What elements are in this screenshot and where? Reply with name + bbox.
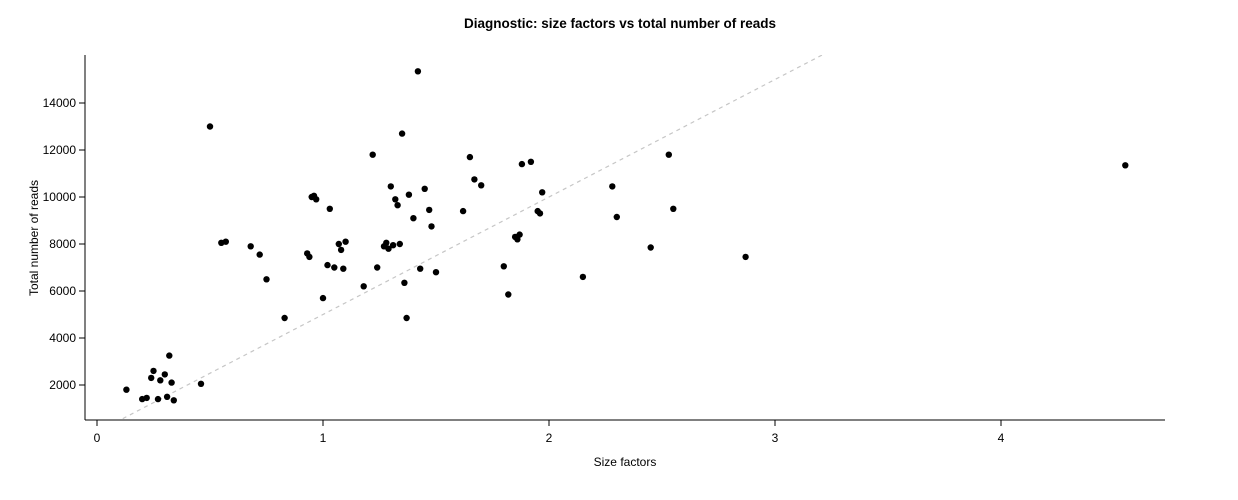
data-point — [326, 205, 333, 212]
data-point — [539, 189, 546, 196]
data-point — [342, 238, 349, 245]
data-point — [421, 185, 428, 192]
data-point — [331, 264, 338, 271]
data-point — [168, 379, 175, 386]
data-point — [647, 244, 654, 251]
data-point — [414, 68, 422, 75]
data-point — [389, 242, 397, 249]
data-point — [369, 151, 376, 158]
data-points — [123, 68, 1129, 404]
data-point — [398, 130, 406, 137]
y-tick-label: 10000 — [43, 190, 77, 204]
chart-title: Diagnostic: size factors vs total number… — [464, 16, 776, 31]
data-point — [536, 210, 544, 217]
data-point — [340, 265, 347, 272]
data-point — [410, 215, 417, 222]
y-axis-ticks: 2000 4000 6000 8000 10000 12000 14000 — [43, 96, 85, 392]
data-point — [432, 269, 440, 276]
data-point — [670, 205, 677, 212]
data-point — [150, 367, 157, 375]
y-tick-label: 8000 — [49, 237, 76, 251]
data-point — [222, 238, 229, 245]
data-point — [392, 196, 399, 203]
data-point — [313, 196, 320, 203]
data-point — [383, 239, 390, 246]
data-point — [387, 183, 394, 190]
data-point — [426, 206, 433, 214]
data-point — [170, 397, 177, 404]
data-point — [360, 283, 367, 290]
x-tick-label: 1 — [320, 431, 327, 445]
y-tick-label: 4000 — [49, 331, 76, 345]
data-point — [500, 263, 507, 270]
reference-line — [118, 55, 824, 420]
data-point — [166, 352, 173, 359]
data-point — [163, 393, 171, 400]
y-axis-label: Total number of reads — [27, 180, 41, 296]
data-point — [417, 265, 424, 272]
data-point — [374, 264, 381, 271]
data-point — [665, 151, 672, 158]
data-point — [256, 251, 263, 258]
data-point — [518, 160, 526, 168]
data-point — [161, 371, 168, 378]
data-point — [403, 314, 410, 322]
data-point — [157, 377, 164, 384]
data-point — [428, 223, 435, 230]
data-point — [394, 202, 401, 209]
data-point — [466, 153, 474, 161]
data-point — [281, 314, 288, 322]
data-point — [263, 276, 270, 283]
x-tick-label: 3 — [772, 431, 779, 445]
data-point — [148, 374, 155, 382]
data-point — [505, 291, 512, 298]
data-point — [143, 394, 150, 402]
y-tick-label: 2000 — [49, 378, 76, 392]
data-point — [337, 246, 345, 254]
data-point — [613, 213, 620, 221]
data-point — [396, 240, 403, 248]
y-tick-label: 12000 — [43, 143, 77, 157]
data-point — [123, 386, 130, 393]
data-point — [459, 207, 467, 215]
data-point — [478, 182, 485, 189]
data-point — [319, 294, 327, 302]
data-point — [324, 261, 331, 269]
data-point — [154, 395, 162, 403]
data-point — [527, 158, 535, 165]
x-tick-label: 4 — [998, 431, 1005, 445]
data-point — [579, 273, 587, 281]
data-point — [401, 279, 408, 286]
x-axis-ticks: 0 1 2 3 4 — [94, 420, 1005, 445]
data-point — [247, 243, 254, 250]
x-tick-label: 2 — [546, 431, 553, 445]
data-point — [516, 231, 523, 238]
data-point — [197, 380, 205, 387]
data-point — [206, 123, 214, 130]
data-point — [609, 183, 616, 190]
data-point — [742, 253, 749, 261]
y-tick-label: 6000 — [49, 284, 76, 298]
data-point — [405, 191, 413, 198]
data-point — [306, 253, 313, 261]
y-tick-label: 14000 — [43, 96, 77, 110]
x-tick-label: 0 — [94, 431, 101, 445]
x-axis-label: Size factors — [594, 455, 657, 469]
data-point — [1122, 162, 1129, 169]
data-point — [335, 240, 342, 248]
data-point — [471, 176, 478, 183]
data-point — [385, 245, 392, 252]
